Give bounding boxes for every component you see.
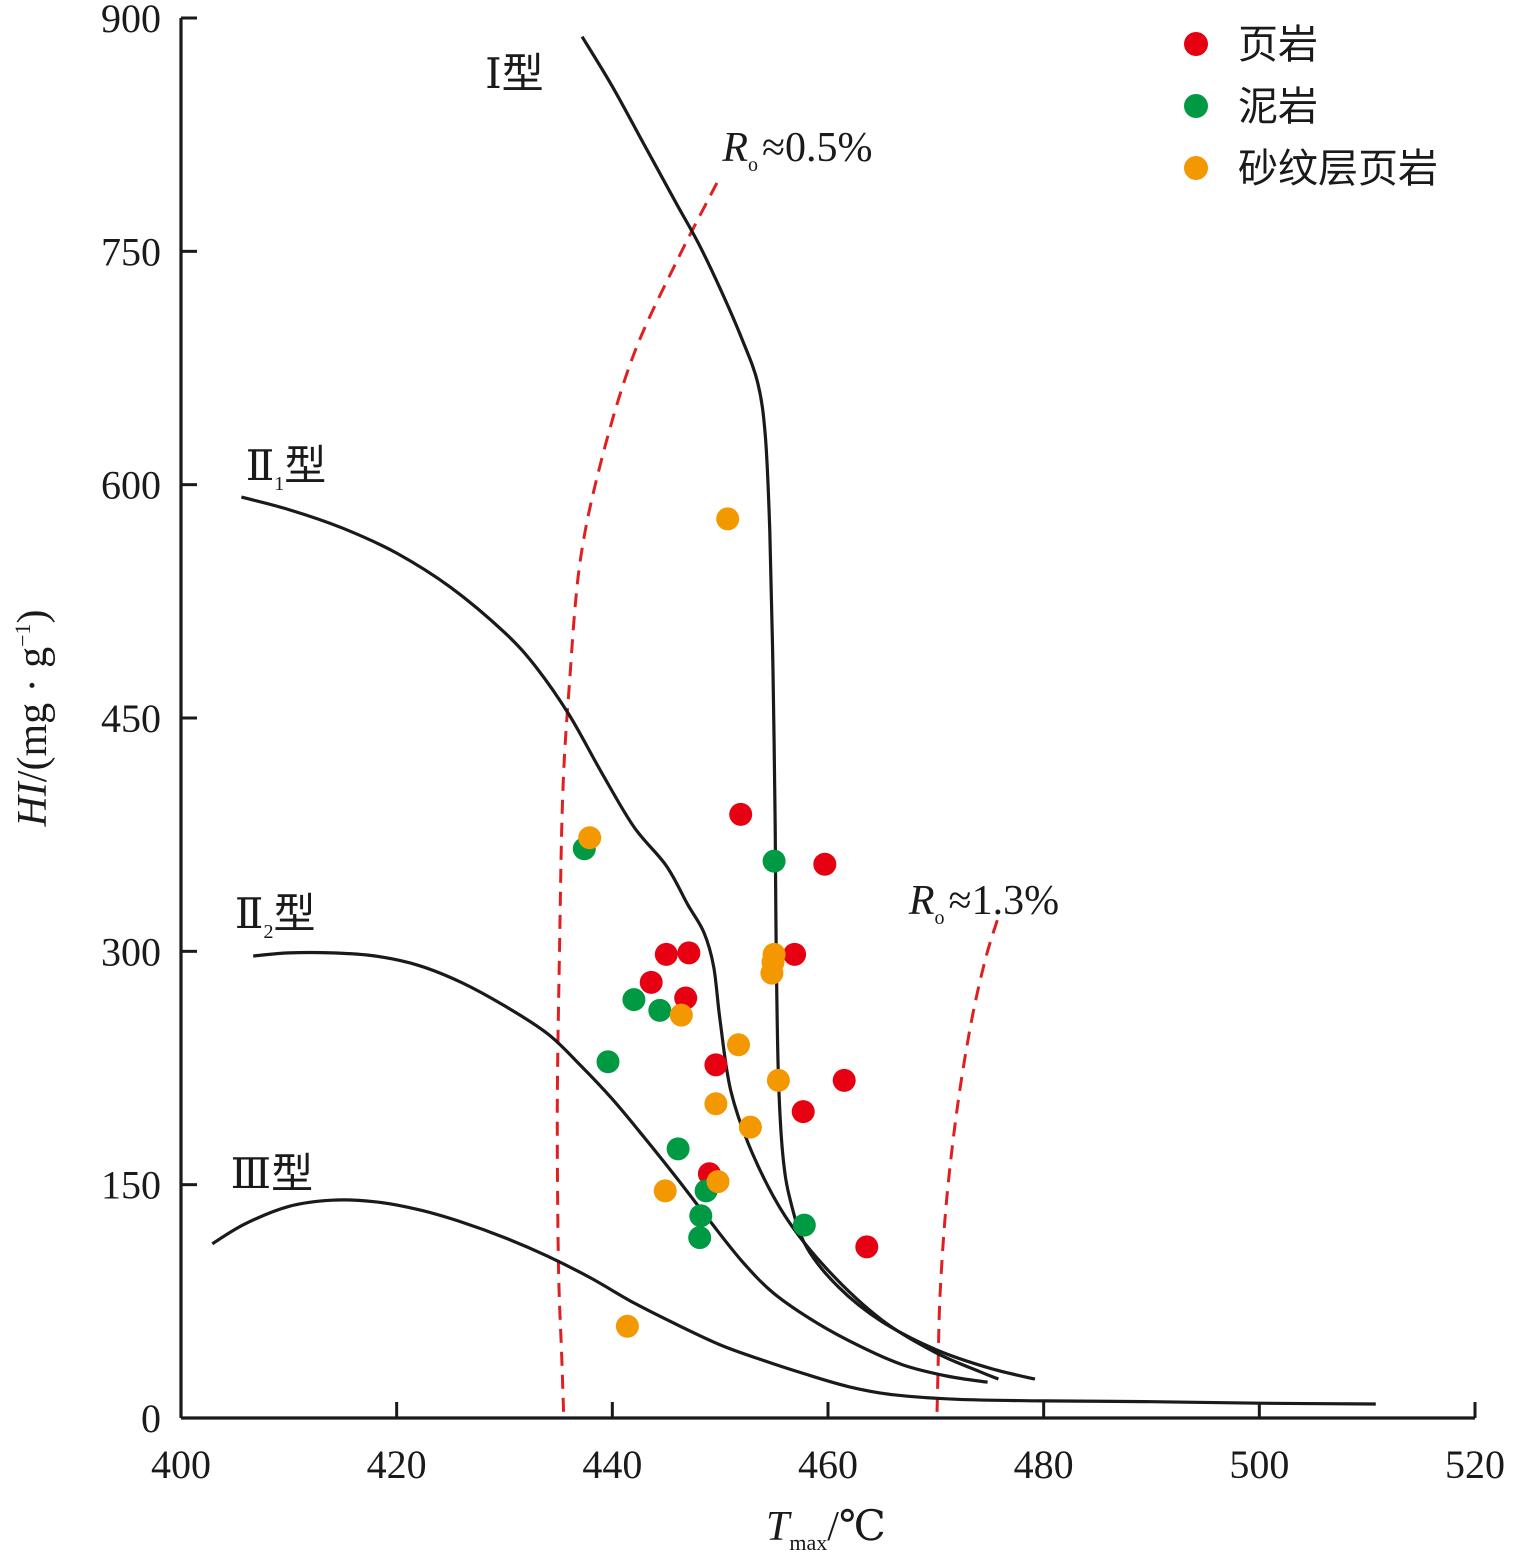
data-point-series-1 [654,942,678,966]
ro-isoline-label: Ro≈1.3% [908,878,1059,929]
curve-label-layer: Ro≈0.5% Ro≈1.3% Ⅰ型 Ⅱ1型 Ⅱ2型 Ⅲ型 [231,52,1059,1198]
legend-label: 砂纹层页岩 [1238,146,1438,192]
kerogen-curve-label: Ⅱ1型 [246,444,327,495]
data-point-series-3 [669,1003,693,1027]
legend-label: 泥岩 [1238,84,1318,130]
data-point-series-2 [666,1137,690,1161]
data-point-series-2 [688,1226,712,1250]
legend-marker [1184,94,1208,118]
x-tick-label: 480 [1014,1442,1074,1487]
legend-marker [1184,156,1208,180]
y-axis-title: HI/(mg · g−1) [10,609,56,827]
data-point-series-2 [622,988,646,1012]
ro-isoline-layer [555,182,999,1419]
data-point-series-1 [855,1235,879,1259]
data-point-series-2 [596,1050,620,1074]
data-point-series-1 [704,1053,728,1077]
data-point-series-2 [792,1213,816,1237]
data-point-series-2 [648,998,672,1022]
y-tick-label: 750 [101,229,161,274]
data-point-series-3 [578,826,602,850]
kerogen-type-curve-layer [211,35,1376,1406]
data-point-series-1 [813,852,837,876]
ro-isoline-1 [555,182,719,1419]
y-tick-label: 600 [101,463,161,508]
data-point-layer [572,507,879,1338]
axes-layer [179,18,1475,1420]
data-point-series-1 [783,942,807,966]
data-point-series-2 [762,849,786,873]
kerogen-curve-4 [211,1198,1376,1406]
data-point-series-3 [766,1068,790,1092]
data-point-series-1 [832,1068,856,1092]
data-point-series-3 [760,961,784,985]
y-tick-label: 900 [101,0,161,41]
tick-layer: 400 420 440 460 480 500 520 0 150 300 450 600 750 900 [101,0,1505,1487]
y-tick-label: 0 [141,1396,161,1441]
y-tick-label: 150 [101,1163,161,1208]
data-point-series-3 [704,1092,728,1116]
data-point-series-3 [738,1115,762,1139]
data-point-series-3 [716,507,740,531]
data-point-series-1 [729,802,753,826]
kerogen-curve-label: Ⅱ2型 [235,892,316,943]
data-point-series-1 [791,1100,815,1124]
legend-marker [1184,32,1208,56]
x-tick-label: 400 [151,1442,211,1487]
data-point-series-1 [639,970,663,994]
kerogen-curve-label: Ⅰ型 [485,52,544,98]
x-tick-label: 420 [367,1442,427,1487]
data-point-series-3 [615,1314,639,1338]
data-point-series-3 [706,1170,730,1194]
x-tick-label: 500 [1229,1442,1289,1487]
x-tick-label: 440 [582,1442,642,1487]
ro-isoline-2 [935,919,999,1419]
kerogen-curve-3 [253,950,988,1384]
kerogen-curve-2 [240,495,999,1381]
x-axis-title: Tmax/℃ [766,1504,886,1555]
data-point-series-3 [653,1179,677,1203]
kerogen-curve-1 [580,35,1036,1381]
data-point-series-3 [727,1033,750,1057]
data-point-series-1 [677,941,701,965]
kerogen-curve-label: Ⅲ型 [231,1152,314,1198]
y-tick-label: 450 [101,696,161,741]
ro-isoline-label: Ro≈0.5% [721,125,872,176]
data-point-series-2 [689,1204,713,1228]
x-tick-label: 520 [1445,1442,1505,1487]
legend-label: 页岩 [1238,22,1318,68]
x-tick-label: 460 [798,1442,858,1487]
y-tick-label: 300 [101,929,161,974]
